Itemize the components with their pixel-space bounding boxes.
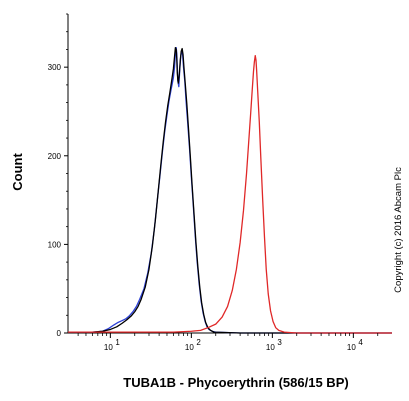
- y-tick-label: 300: [48, 63, 62, 72]
- x-tick-exponent: 2: [196, 338, 201, 347]
- series-line-3: [68, 55, 392, 334]
- plot-area: [67, 14, 392, 334]
- x-tick-base: 10: [347, 343, 356, 352]
- x-tick-label: 101: [104, 338, 120, 352]
- copyright-annotation: Copyright (c) 2016 Abcam Plc: [393, 167, 404, 293]
- x-tick-exponent: 3: [277, 338, 282, 347]
- x-tick-base: 10: [266, 343, 275, 352]
- y-tick-label: 0: [57, 329, 62, 338]
- y-axis: 0 100 200 300: [48, 13, 68, 338]
- x-tick-exponent: 4: [358, 338, 363, 347]
- x-tick-base: 10: [185, 343, 194, 352]
- x-tick-label: 104: [347, 338, 363, 352]
- series-line-2: [68, 47, 392, 334]
- x-tick-base: 10: [104, 343, 113, 352]
- y-tick-label: 100: [48, 240, 62, 249]
- series-line-1: [68, 47, 392, 334]
- series-layer: [68, 47, 392, 334]
- x-tick-label: 103: [266, 338, 282, 352]
- x-tick-exponent: 1: [115, 338, 120, 347]
- x-tick-label: 102: [185, 338, 201, 352]
- x-axis-title: TUBA1B - Phycoerythrin (586/15 BP): [123, 375, 348, 390]
- y-tick-label: 200: [48, 152, 62, 161]
- y-axis-title: Count: [10, 153, 25, 191]
